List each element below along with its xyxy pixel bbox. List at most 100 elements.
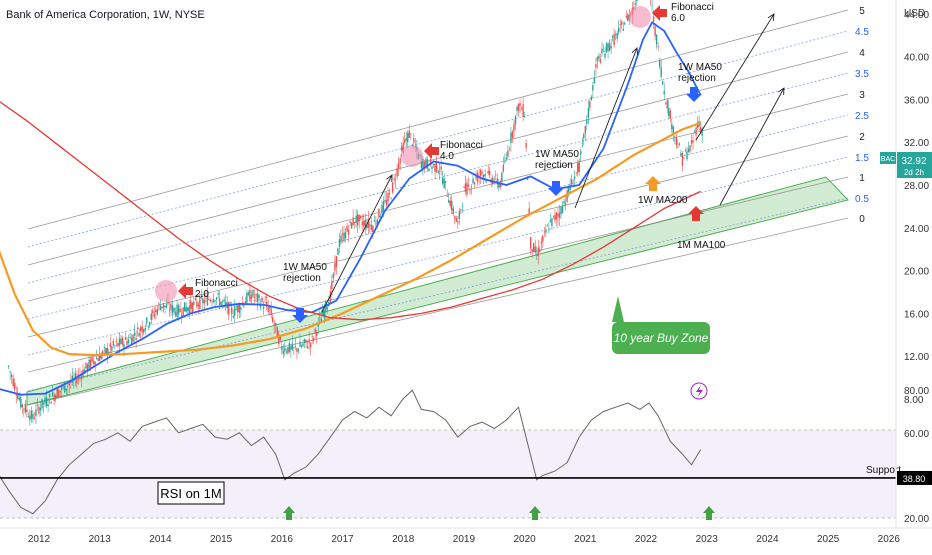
price-tick-label: 24.00	[904, 224, 929, 235]
fib-line-4	[27, 51, 849, 266]
candle-body	[387, 193, 389, 202]
candle-body	[300, 345, 303, 348]
candle-body	[264, 301, 266, 303]
candle-body	[17, 394, 19, 400]
candle-body	[405, 138, 407, 141]
candle-body	[67, 385, 69, 387]
candle-body	[584, 126, 586, 134]
trend-arrow-3	[695, 13, 775, 141]
rej3-arrow	[686, 87, 702, 102]
fib-line-1	[27, 176, 849, 373]
time-tick-label: 2019	[453, 534, 476, 545]
price-tick-label: 36.00	[904, 95, 929, 106]
candle-body	[94, 361, 96, 366]
candle-body	[558, 212, 561, 218]
candle-body	[511, 131, 514, 138]
candle-body	[92, 360, 95, 364]
candle-body	[146, 317, 148, 324]
countdown-label: 2d 2h	[904, 168, 924, 177]
candle-body	[499, 183, 502, 187]
candle-body	[129, 337, 131, 338]
candle-body	[695, 127, 697, 136]
candle-body	[246, 292, 248, 303]
annotation-fib2: 2.0	[195, 289, 209, 300]
candle-body	[605, 43, 608, 53]
candle-body	[514, 115, 517, 125]
candle-body	[440, 166, 442, 170]
candle-body	[249, 289, 251, 302]
trend-arrow-1-head	[386, 174, 393, 183]
candle-body	[211, 301, 213, 303]
fib-level-label: 3.5	[855, 69, 869, 80]
candle-body	[675, 137, 678, 146]
candle-body	[684, 150, 687, 152]
candle-body	[253, 296, 256, 298]
candle-body	[196, 301, 198, 307]
candle-body	[570, 179, 573, 185]
candle-body	[177, 305, 180, 315]
candle-body	[30, 410, 33, 419]
rsi-tick-label: 60.00	[904, 429, 929, 440]
candle-body	[114, 345, 116, 346]
candle-body	[123, 343, 125, 348]
candle-body	[384, 200, 386, 202]
candle-body	[660, 67, 662, 77]
candle-body	[259, 303, 262, 308]
candle-body	[549, 220, 552, 222]
candle-body	[369, 224, 371, 226]
price-tick-label: 20.00	[904, 267, 929, 278]
candle-body	[47, 404, 49, 407]
candle-body	[458, 211, 461, 219]
time-tick-label: 2013	[89, 534, 112, 545]
candle-body	[165, 304, 168, 308]
candle-body	[118, 338, 121, 346]
candle-body	[224, 302, 227, 305]
candle-body	[62, 385, 64, 387]
candle-body	[566, 190, 568, 202]
candle-body	[306, 346, 309, 349]
time-tick-label: 2015	[210, 534, 233, 545]
candle-body	[278, 334, 280, 345]
price-tick-label: 8.00	[904, 395, 924, 406]
time-tick-label: 2025	[817, 534, 840, 545]
candle-body	[593, 77, 596, 84]
candle-body	[255, 294, 257, 296]
fib-line-5	[27, 9, 849, 230]
candle-body	[422, 158, 424, 170]
candle-body	[7, 366, 10, 368]
candle-body	[326, 307, 329, 310]
candle-body	[370, 225, 373, 230]
candle-body	[681, 153, 684, 166]
candle-body	[423, 162, 426, 169]
candle-body	[385, 199, 388, 206]
candle-body	[191, 303, 193, 312]
candle-body	[335, 256, 338, 267]
ma100-arrow	[688, 206, 704, 221]
candle-body	[601, 48, 603, 54]
candle-body	[372, 225, 374, 232]
candle-body	[652, 16, 655, 22]
candle-body	[390, 198, 392, 200]
candle-body	[102, 351, 104, 355]
candle-body	[513, 124, 515, 132]
candle-body	[179, 308, 181, 312]
candle-body	[586, 119, 588, 124]
rsi-panel: Support RSI on 1M	[0, 389, 901, 520]
candle-body	[202, 298, 204, 304]
annotation-rej2: 1W MA50	[535, 149, 579, 160]
candle-body	[199, 296, 201, 309]
candle-body	[188, 306, 190, 313]
header-title: Bank of America Corporation, 1W, NYSE	[6, 9, 205, 21]
fib-line-4.5	[27, 30, 849, 248]
candle-body	[247, 292, 250, 296]
candle-body	[426, 159, 429, 169]
candle-body	[273, 323, 275, 325]
candle-body	[543, 231, 546, 233]
candle-body	[607, 43, 609, 52]
candle-body	[27, 416, 30, 418]
rsi-title: RSI on 1M	[160, 486, 221, 501]
candle-body	[58, 389, 60, 397]
candle-body	[564, 203, 567, 205]
candle-body	[285, 351, 288, 353]
candle-body	[552, 215, 555, 217]
